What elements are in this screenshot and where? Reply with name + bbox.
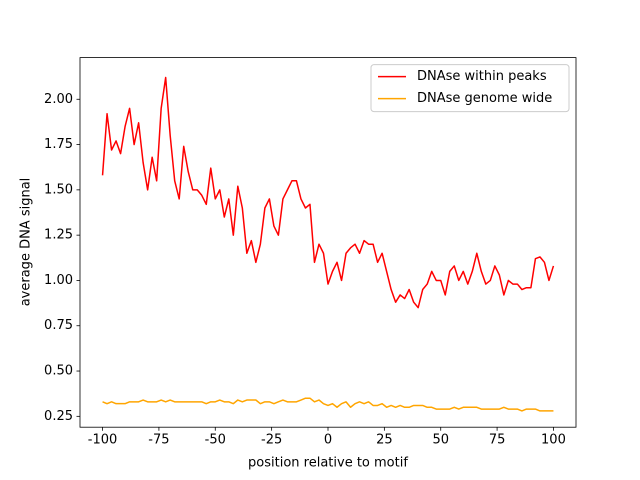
y-tick-label: 0.25 bbox=[44, 409, 73, 424]
x-tick-label: -100 bbox=[88, 433, 118, 448]
x-tick-label: 100 bbox=[541, 433, 566, 448]
y-tick-label: 1.50 bbox=[44, 182, 73, 197]
data-line bbox=[102, 397, 554, 412]
y-tick-label: 0.75 bbox=[44, 318, 73, 333]
y-tick-label: 1.25 bbox=[44, 228, 73, 243]
data-line bbox=[101, 76, 555, 309]
y-tick-label: 1.75 bbox=[44, 137, 73, 152]
y-tick-label: 2.00 bbox=[44, 92, 73, 107]
x-tick-label: -25 bbox=[261, 433, 282, 448]
legend-label: DNAse genome wide bbox=[417, 91, 552, 106]
y-tick-label: 1.00 bbox=[44, 273, 73, 288]
x-tick-label: -50 bbox=[205, 433, 226, 448]
y-axis-label: average DNA signal bbox=[19, 178, 34, 307]
x-tick-label: 25 bbox=[376, 433, 393, 448]
x-tick-label: -75 bbox=[148, 433, 169, 448]
x-axis-label: position relative to motif bbox=[248, 456, 408, 471]
legend-box bbox=[370, 64, 570, 113]
x-tick-label: 75 bbox=[489, 433, 506, 448]
axes-frame bbox=[79, 57, 577, 428]
y-tick-label: 0.50 bbox=[44, 364, 73, 379]
x-tick-label: 50 bbox=[432, 433, 449, 448]
legend-label: DNAse within peaks bbox=[417, 69, 547, 84]
x-tick-label: 0 bbox=[324, 433, 332, 448]
